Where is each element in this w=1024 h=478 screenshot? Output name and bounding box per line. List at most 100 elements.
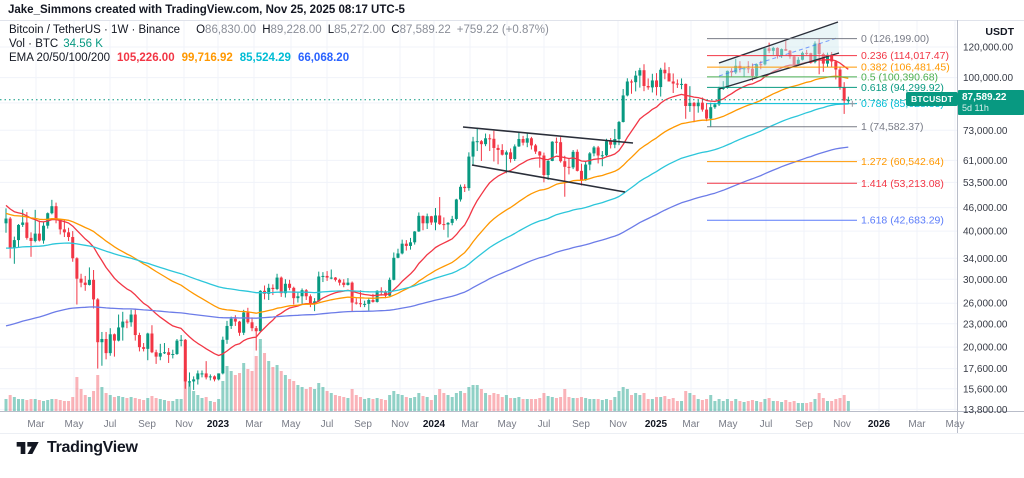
- volume-bar: [325, 391, 329, 411]
- legend-symbol-row[interactable]: Bitcoin / TetherUS · 1W · Binance O86,830…: [9, 24, 549, 38]
- volume-bar: [137, 399, 141, 411]
- candle-body: [317, 276, 321, 302]
- volume-bar: [696, 399, 700, 411]
- candle-body: [500, 149, 504, 155]
- price-tick-label: 120,000.00: [963, 43, 1013, 54]
- candle-body: [638, 70, 642, 76]
- volume-bar: [684, 391, 688, 411]
- price-tick-label: 40,000.00: [963, 227, 1008, 238]
- volume-bar: [108, 395, 112, 411]
- volume-bar: [79, 389, 83, 411]
- volume-bar: [796, 403, 800, 411]
- time-tick-month-label: Jul: [104, 419, 117, 430]
- candle-body: [650, 80, 654, 88]
- candle-body: [238, 321, 242, 333]
- volume-bar: [655, 397, 659, 411]
- candle-body: [521, 139, 525, 143]
- volume-bar: [613, 397, 617, 411]
- volume-bar: [742, 402, 746, 411]
- price-tick-label: 34,000.00: [963, 254, 1008, 265]
- close-value: 87,589.22: [399, 24, 451, 36]
- price-tick-label: 20,000.00: [963, 343, 1008, 354]
- volume-bar: [454, 393, 458, 411]
- legend-volume-row[interactable]: Vol · BTC 34.56 K: [9, 38, 549, 52]
- volume-bar: [317, 383, 321, 411]
- volume-bar: [350, 389, 354, 411]
- candle-body: [742, 68, 746, 70]
- candle-body: [667, 73, 671, 82]
- fib-layer[interactable]: 0 (126,199.00) 0.236 (114,017.47)0.382 (1…: [707, 33, 950, 227]
- candle-body: [133, 314, 137, 336]
- volume-bar: [604, 399, 608, 411]
- candle-body: [780, 49, 784, 56]
- volume-bar: [513, 398, 517, 411]
- volume-bar: [37, 400, 41, 411]
- volume-bar: [58, 400, 62, 411]
- candle-body: [217, 373, 221, 380]
- ema50-value: 99,716.92: [181, 52, 233, 64]
- volume-bar: [321, 387, 325, 411]
- volume-bar: [404, 397, 408, 411]
- volume-layer: [4, 339, 850, 411]
- candle-body: [617, 122, 621, 140]
- candle-body: [167, 352, 171, 355]
- volume-bar: [254, 356, 258, 411]
- volume-bar: [167, 401, 171, 411]
- volume-bar: [813, 399, 817, 411]
- candle-body: [625, 81, 629, 96]
- volume-bar: [242, 363, 246, 411]
- candle-body: [350, 282, 354, 303]
- volume-bar: [634, 393, 638, 411]
- candle-body: [813, 43, 817, 63]
- candle-body: [463, 186, 467, 189]
- candle-body: [250, 322, 254, 329]
- volume-bar: [375, 398, 379, 411]
- fib-label: 0 (126,199.00): [861, 33, 929, 45]
- plot-area[interactable]: [0, 20, 957, 411]
- candle-body: [392, 257, 396, 280]
- candle-body: [117, 327, 121, 341]
- candle-body: [308, 296, 312, 304]
- price-tick-label: 53,500.00: [963, 178, 1008, 189]
- attribution-text: Jake_Simmons created with TradingView.co…: [8, 4, 405, 16]
- legend-ema-row[interactable]: EMA 20/50/100/200 105,226.00 99,716.92 85,5…: [9, 52, 549, 66]
- volume-bar: [463, 393, 467, 411]
- price-axis-unit-label: USDT: [985, 26, 1014, 38]
- volume-bar: [42, 401, 46, 411]
- time-tick-month-label: Nov: [391, 419, 409, 430]
- candle-body: [675, 83, 679, 85]
- candle-body: [321, 275, 325, 277]
- time-tick-month-label: May: [498, 419, 517, 430]
- candle-body: [208, 376, 212, 378]
- ema-50-line: [5, 75, 849, 314]
- candle-body: [496, 147, 500, 150]
- candle-body: [763, 48, 767, 65]
- candle-body: [37, 233, 41, 241]
- time-tick-month-label: May: [282, 419, 301, 430]
- candle-body: [725, 70, 729, 88]
- candle-body: [454, 199, 458, 219]
- candle-body: [325, 275, 329, 278]
- volume-bar: [283, 375, 287, 411]
- price-axis[interactable]: USDT120,000.00100,000.0086,000.0073,000.…: [963, 26, 1015, 416]
- volume-bar: [509, 398, 513, 411]
- tradingview-logo[interactable]: TradingView: [16, 438, 138, 458]
- volume-bar: [750, 400, 754, 411]
- legend: Bitcoin / TetherUS · 1W · Binance O86,830…: [9, 24, 549, 66]
- price-tick-label: 100,000.00: [963, 73, 1013, 84]
- time-axis[interactable]: Mar May Jul Sep Nov 2023 Mar May Jul Sep Nov 2024 Ma…: [27, 419, 964, 430]
- candle-body: [479, 141, 483, 145]
- volume-bar: [475, 385, 479, 411]
- volume-bar: [233, 375, 237, 411]
- candle-body: [504, 152, 508, 155]
- candle-body: [467, 156, 471, 189]
- candle-body: [429, 216, 433, 223]
- tradingview-logo-icon: [16, 442, 39, 454]
- change-value: +759.22 (+0.87%): [456, 24, 549, 36]
- candle-body: [275, 277, 279, 290]
- volume-bar: [575, 398, 579, 411]
- volume-bar: [800, 403, 804, 411]
- volume-bar: [671, 398, 675, 411]
